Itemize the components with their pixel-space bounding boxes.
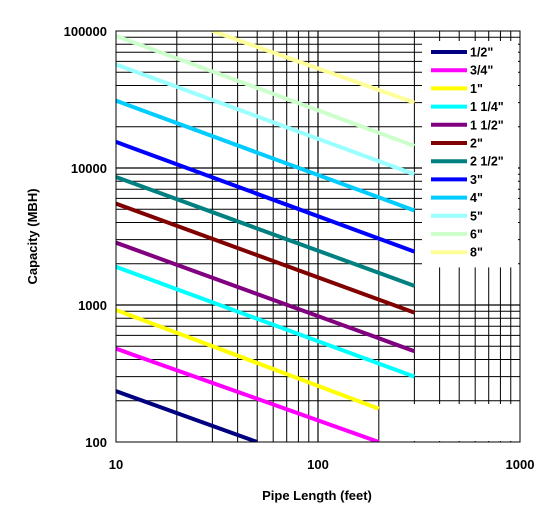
x-tick-labels: 10 100 1000 [109, 457, 535, 472]
x-tick-label: 10 [109, 457, 123, 472]
legend-label: 1/2" [470, 46, 493, 60]
series-line-8 [116, 140, 416, 254]
legend-label: 1 1/4" [470, 100, 504, 114]
series-line-7 [116, 175, 416, 288]
legend-label: 3/4" [470, 64, 493, 78]
legend-label: 5" [470, 209, 483, 223]
legend-label: 2" [470, 137, 483, 151]
series-line-2 [116, 346, 380, 442]
x-axis-label: Pipe Length (feet) [262, 488, 372, 503]
legend-box [422, 41, 518, 268]
series-lines [116, 31, 416, 442]
legend: 1/2" 3/4" 1" 1 1/4" 1 1/2" 2" 2 1/2" 3" 4" 5" 6" 8" [422, 41, 518, 268]
series-line-1 [116, 389, 258, 442]
plot-frame [115, 30, 521, 443]
y-tick-label: 100000 [64, 24, 107, 39]
series-line-6 [116, 201, 416, 315]
y-axis-label: Capacity (MBH) [25, 188, 40, 284]
plot-blank-patch [386, 404, 516, 441]
legend-label: 6" [470, 228, 483, 242]
series-line-12 [211, 31, 416, 105]
legend-label: 1" [470, 82, 483, 96]
y-tick-labels: 100 1000 10000 100000 [64, 24, 107, 450]
x-tick-label: 1000 [506, 457, 535, 472]
x-tick-label: 100 [307, 457, 329, 472]
legend-label: 1 1/2" [470, 118, 504, 132]
legend-label: 2 1/2" [470, 155, 504, 169]
series-line-3 [116, 308, 380, 411]
series-line-11 [116, 34, 416, 148]
y-tick-label: 100 [85, 435, 107, 450]
series-line-10 [116, 62, 416, 177]
y-tick-label: 1000 [78, 298, 107, 313]
legend-label: 8" [470, 246, 483, 260]
series-line-5 [116, 240, 416, 354]
legend-label: 4" [470, 191, 483, 205]
series-line-9 [116, 98, 416, 213]
y-tick-label: 10000 [71, 161, 107, 176]
series-line-4 [116, 264, 416, 379]
legend-label: 3" [470, 173, 483, 187]
